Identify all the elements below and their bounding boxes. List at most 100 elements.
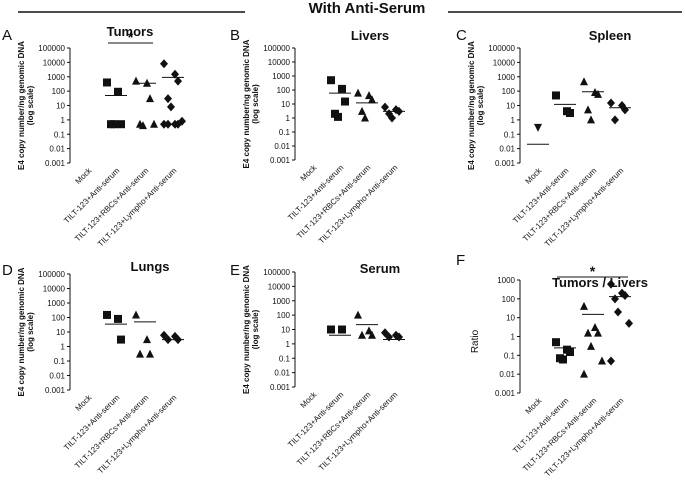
y-tick-label: 0.01 <box>49 372 65 381</box>
series-2 <box>132 76 158 130</box>
data-point <box>117 335 125 344</box>
data-point <box>327 76 335 85</box>
data-point <box>103 310 111 319</box>
data-point <box>146 94 154 103</box>
y-tick-label: 100000 <box>38 44 65 53</box>
data-point <box>621 291 629 301</box>
data-point <box>587 341 595 350</box>
series-1 <box>552 91 576 118</box>
series-2 <box>580 77 604 124</box>
panel-letter: E <box>230 262 240 279</box>
category-label: Mock <box>74 165 95 186</box>
data-point <box>114 314 122 323</box>
data-point <box>354 88 362 97</box>
series-1 <box>552 338 576 364</box>
panel-title: Serum <box>360 261 400 276</box>
y-tick-label: 0.01 <box>49 145 65 154</box>
y-tick-label: 1 <box>61 116 66 125</box>
y-tick-label: 100 <box>277 311 291 320</box>
y-tick-label: 0.01 <box>499 145 515 154</box>
data-point <box>580 301 588 310</box>
data-point <box>365 91 373 100</box>
panel-d: D Lungs 0.001 0.01 0.1 1 10 100 1000 10000 100000 E… <box>2 259 184 476</box>
data-point <box>174 119 182 129</box>
data-point <box>607 98 615 108</box>
data-point <box>611 115 619 125</box>
series-3 <box>381 102 405 123</box>
panel-e: E Serum 0.001 0.01 0.1 1 10 100 1000 10000 100000 E… <box>230 261 405 473</box>
y-axis-label: E4 copy number/ng genomic DNA <box>242 265 251 394</box>
data-point <box>146 349 154 358</box>
data-point <box>381 102 389 112</box>
y-axis-label-sub: (log scale) <box>251 84 260 124</box>
panel-b: B Livers 0.001 0.01 0.1 1 10 100 1000 10000 100000… <box>230 27 405 246</box>
y-tick-label: 10000 <box>268 58 291 67</box>
y-axis-label-sub: (log scale) <box>251 309 260 349</box>
panels: A Tumors0.0010.010.1110100100010000100000… <box>2 24 648 479</box>
data-point <box>580 77 588 86</box>
y-axis-label: E4 copy number/ng genomic DNA <box>242 39 251 168</box>
series-2 <box>580 301 606 378</box>
y-tick-label: 0.001 <box>270 156 291 165</box>
data-point <box>607 279 615 289</box>
y-tick-label: 0.001 <box>495 389 516 398</box>
data-point <box>611 294 619 304</box>
data-point <box>164 119 172 129</box>
series-2 <box>132 310 156 358</box>
y-tick-label: 0.001 <box>45 386 66 395</box>
data-point <box>110 120 118 129</box>
data-point <box>559 355 567 364</box>
y-tick-label: 10000 <box>493 58 516 67</box>
y-tick-label: 1 <box>286 340 291 349</box>
panel-letter: F <box>456 252 465 269</box>
y-tick-label: 0.1 <box>279 128 291 137</box>
data-point <box>587 115 595 124</box>
significance-star: * <box>590 263 596 279</box>
data-point <box>132 310 140 319</box>
panel-title: Spleen <box>589 28 632 43</box>
y-tick-label: 100 <box>502 295 516 304</box>
y-tick-label: 0.001 <box>270 383 291 392</box>
data-point <box>591 323 599 332</box>
data-point <box>354 310 362 319</box>
y-tick-label: 100000 <box>38 270 65 279</box>
data-point <box>150 119 158 128</box>
data-point <box>594 328 602 337</box>
panel-letter: A <box>2 27 12 44</box>
y-tick-label: 1000 <box>272 297 290 306</box>
y-tick-label: 1 <box>286 114 291 123</box>
y-tick-label: 10 <box>56 328 65 337</box>
y-tick-label: 0.001 <box>495 159 516 168</box>
panel-title: Livers <box>351 28 389 43</box>
y-axis-label: Ratio <box>470 329 481 353</box>
y-axis-label: E4 copy number/ng genomic DNA <box>17 267 26 396</box>
data-point <box>534 123 542 132</box>
y-axis-label-sub: (log scale) <box>26 312 35 352</box>
series-1 <box>103 310 127 344</box>
y-tick-label: 1 <box>61 343 66 352</box>
y-axis-label-sub: (log scale) <box>26 85 35 125</box>
category-label: Mock <box>74 392 95 413</box>
y-tick-label: 0.1 <box>279 354 291 363</box>
y-tick-label: 0.001 <box>45 159 66 168</box>
y-tick-label: 1000 <box>497 73 515 82</box>
data-point <box>584 328 592 337</box>
series-3 <box>607 98 631 125</box>
data-point <box>132 76 140 85</box>
data-point <box>358 330 366 339</box>
y-tick-label: 10 <box>506 314 515 323</box>
data-point <box>552 338 560 347</box>
data-point <box>598 356 606 365</box>
y-tick-label: 10000 <box>268 282 291 291</box>
data-point <box>327 325 335 334</box>
y-tick-label: 100 <box>277 86 291 95</box>
y-tick-label: 0.01 <box>274 142 290 151</box>
panel-c: C Spleen 0.001 0.01 0.1 1 10 100 1000 10000 100000… <box>456 27 631 249</box>
y-tick-label: 0.01 <box>499 370 515 379</box>
panel-f: F Tumors / Livers 0.001 0.01 0.1 1 10 100 1000 Ra… <box>456 252 648 479</box>
y-tick-label: 100000 <box>263 268 290 277</box>
panel-title: Tumors / Livers <box>552 275 648 290</box>
series-1 <box>327 325 351 336</box>
category-label: Mock <box>299 162 320 183</box>
